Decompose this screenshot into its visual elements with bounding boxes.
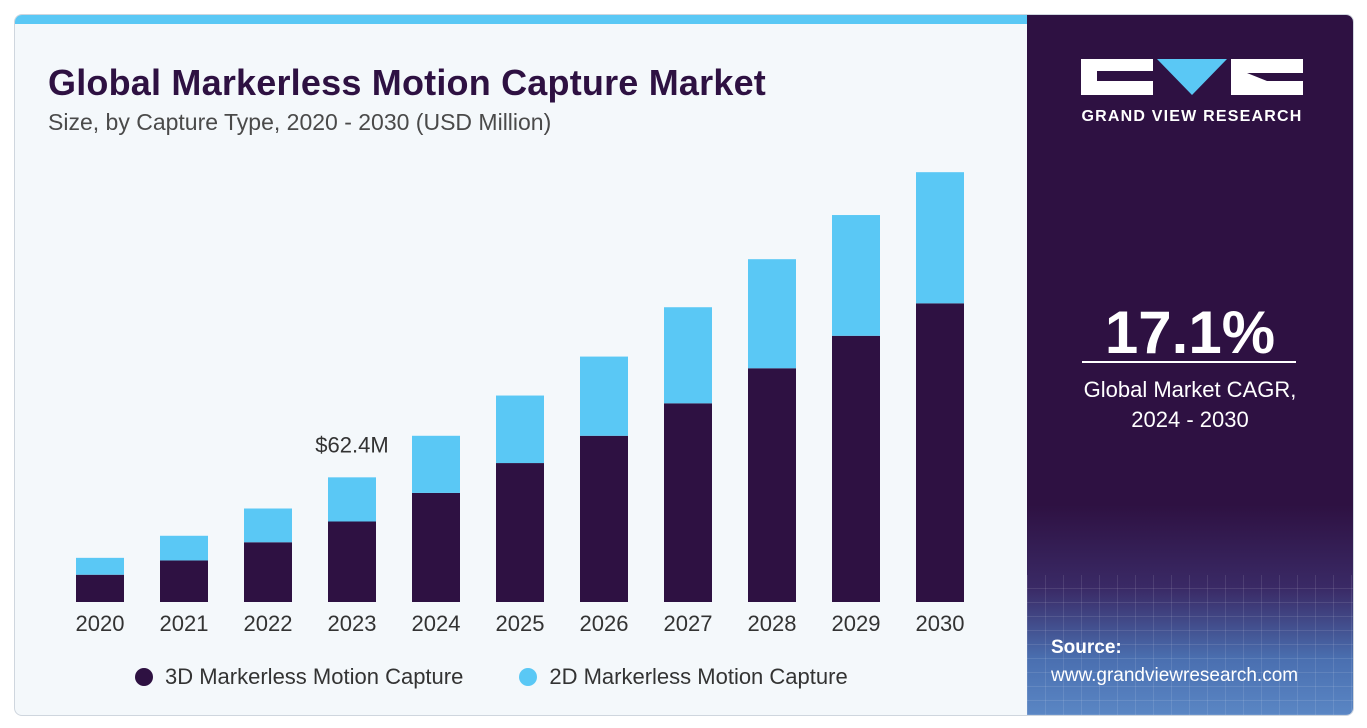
x-tick-label-2024: 2024 — [412, 611, 461, 636]
bar-2d-2030 — [916, 172, 964, 304]
gvr-logo-icon — [1081, 59, 1303, 95]
cagr-label-line2: 2024 - 2030 — [1131, 407, 1249, 432]
x-tick-label-2026: 2026 — [580, 611, 629, 636]
data-label-2023: $62.4M — [315, 432, 388, 457]
source-url[interactable]: www.grandviewresearch.com — [1051, 665, 1299, 686]
x-axis-labels: 2020 2021 2022 2023 2024 2025 2026 2027 2028 2029… — [76, 611, 965, 636]
source-label: Source: — [1051, 637, 1122, 658]
source-block: Source: www.grandviewresearch.com — [1051, 637, 1298, 687]
legend-swatch-3d — [135, 668, 153, 686]
x-tick-label-2021: 2021 — [160, 611, 209, 636]
x-tick-label-2025: 2025 — [496, 611, 545, 636]
x-tick-label-2027: 2027 — [664, 611, 713, 636]
chart-subtitle: Size, by Capture Type, 2020 - 2030 (USD … — [48, 109, 552, 135]
bar-2d-2027 — [664, 307, 712, 404]
legend-item-3d: 3D Markerless Motion Capture — [135, 664, 463, 690]
bar-2d-2022 — [244, 508, 292, 543]
legend-swatch-2d — [519, 668, 538, 686]
chart-panel: Global Markerless Motion Capture Market … — [15, 24, 1027, 715]
x-tick-label-2029: 2029 — [832, 611, 881, 636]
bar-3d-2025 — [496, 463, 544, 602]
chart-title: Global Markerless Motion Capture Market — [48, 62, 766, 103]
brand-name: GRAND VIEW RESEARCH — [1081, 108, 1303, 125]
bar-3d-2024 — [412, 492, 460, 602]
x-tick-label-2028: 2028 — [748, 611, 797, 636]
bar-2d-2024 — [412, 435, 460, 493]
top-accent-stripe — [15, 15, 1027, 24]
legend-label-2d: 2D Markerless Motion Capture — [549, 664, 848, 689]
x-tick-label-2023: 2023 — [328, 611, 377, 636]
chart-card: Global Markerless Motion Capture Market … — [14, 14, 1354, 716]
x-tick-label-2022: 2022 — [244, 611, 293, 636]
bar-2d-2020 — [76, 557, 124, 575]
bar-2d-2025 — [496, 395, 544, 464]
bar-3d-2028 — [748, 368, 796, 602]
bar-3d-2026 — [580, 435, 628, 602]
legend-item-2d: 2D Markerless Motion Capture — [519, 664, 848, 690]
bar-3d-2021 — [160, 560, 208, 602]
bar-chart: 2020 2021 2022 2023 2024 2025 2026 2027 2028 2029… — [76, 172, 965, 636]
bars-layer — [76, 172, 964, 602]
bar-2d-2028 — [748, 259, 796, 369]
cagr-label-line1: Global Market CAGR, — [1083, 377, 1297, 402]
cagr-divider — [1082, 361, 1296, 363]
decorative-grid — [1027, 575, 1353, 715]
legend-label-3d: 3D Markerless Motion Capture — [165, 664, 464, 689]
cagr-value: 17.1% — [1104, 299, 1276, 366]
x-tick-label-2020: 2020 — [76, 611, 125, 636]
bar-3d-2029 — [832, 335, 880, 602]
bar-3d-2022 — [244, 542, 292, 602]
bar-2d-2026 — [580, 356, 628, 436]
annotations-layer: $62.4M — [315, 432, 388, 457]
bar-2d-2023 — [328, 477, 376, 522]
bar-3d-2023 — [328, 521, 376, 602]
bar-2d-2021 — [160, 535, 208, 561]
bar-3d-2030 — [916, 303, 964, 602]
bar-3d-2020 — [76, 574, 124, 602]
cagr-label: Global Market CAGR, 2024 - 2030 — [1027, 375, 1353, 435]
info-panel: GRAND VIEW RESEARCH 17.1% Global Market … — [1027, 15, 1353, 715]
bar-3d-2027 — [664, 403, 712, 602]
bar-2d-2029 — [832, 215, 880, 336]
x-tick-label-2030: 2030 — [916, 611, 965, 636]
chart-legend: 3D Markerless Motion Capture 2D Markerle… — [135, 664, 848, 690]
